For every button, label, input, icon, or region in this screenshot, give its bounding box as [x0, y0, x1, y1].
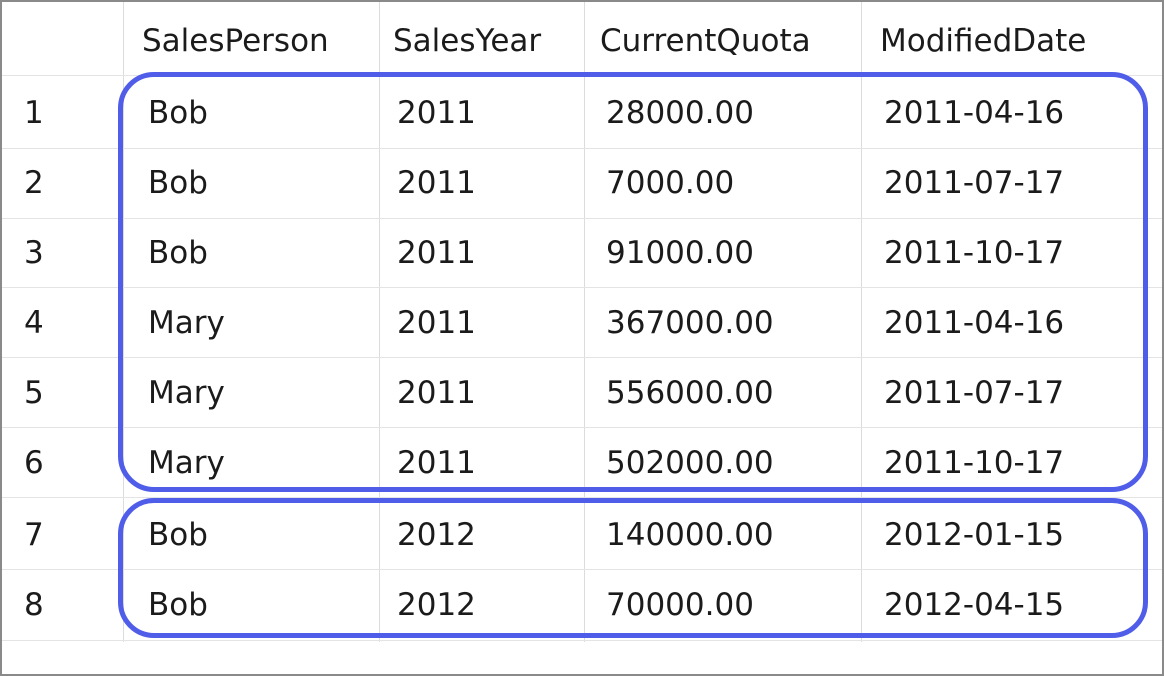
cell-currentquota[interactable]: 140000.00 — [606, 517, 774, 553]
cell-currentquota[interactable]: 91000.00 — [606, 235, 754, 271]
cell-modifieddate[interactable]: 2011-07-17 — [884, 375, 1065, 411]
cell-modifieddate[interactable]: 2011-04-16 — [884, 305, 1065, 341]
header-row: SalesPerson SalesYear CurrentQuota Modif… — [2, 2, 1162, 69]
row-separator — [2, 148, 1162, 149]
table-row[interactable]: 8 Bob 2012 70000.00 2012-04-15 — [2, 572, 1162, 639]
cell-salesyear[interactable]: 2011 — [397, 235, 476, 271]
row-separator — [2, 218, 1162, 219]
cell-salesperson[interactable]: Bob — [148, 95, 208, 131]
table-row[interactable]: 6 Mary 2011 502000.00 2011-10-17 — [2, 430, 1162, 497]
row-number: 8 — [24, 587, 44, 623]
highlight-outline-2012 — [118, 498, 1148, 638]
table-row[interactable]: 7 Bob 2012 140000.00 2012-01-15 — [2, 502, 1162, 569]
cell-modifieddate[interactable]: 2012-04-15 — [884, 587, 1065, 623]
row-number: 7 — [24, 517, 44, 553]
table-row[interactable]: 3 Bob 2011 91000.00 2011-10-17 — [2, 220, 1162, 287]
header-salesyear[interactable]: SalesYear — [393, 23, 542, 59]
cell-modifieddate[interactable]: 2012-01-15 — [884, 517, 1065, 553]
column-separator — [584, 2, 585, 642]
table-row[interactable]: 5 Mary 2011 556000.00 2011-07-17 — [2, 360, 1162, 427]
cell-salesyear[interactable]: 2011 — [397, 95, 476, 131]
row-number: 4 — [24, 305, 44, 341]
cell-modifieddate[interactable]: 2011-10-17 — [884, 235, 1065, 271]
cell-salesperson[interactable]: Mary — [148, 445, 225, 481]
cell-salesyear[interactable]: 2011 — [397, 445, 476, 481]
cell-currentquota[interactable]: 367000.00 — [606, 305, 774, 341]
cell-salesperson[interactable]: Bob — [148, 517, 208, 553]
cell-salesyear[interactable]: 2011 — [397, 165, 476, 201]
cell-salesperson[interactable]: Mary — [148, 305, 225, 341]
row-separator — [2, 287, 1162, 288]
row-number: 5 — [24, 375, 44, 411]
row-number: 6 — [24, 445, 44, 481]
cell-salesyear[interactable]: 2011 — [397, 305, 476, 341]
column-separator — [861, 2, 862, 642]
header-currentquota[interactable]: CurrentQuota — [600, 23, 811, 59]
cell-modifieddate[interactable]: 2011-07-17 — [884, 165, 1065, 201]
cell-currentquota[interactable]: 556000.00 — [606, 375, 774, 411]
table-row[interactable]: 2 Bob 2011 7000.00 2011-07-17 — [2, 150, 1162, 217]
cell-salesyear[interactable]: 2012 — [397, 587, 476, 623]
row-separator — [2, 497, 1162, 498]
cell-currentquota[interactable]: 502000.00 — [606, 445, 774, 481]
cell-currentquota[interactable]: 70000.00 — [606, 587, 754, 623]
results-grid: SalesPerson SalesYear CurrentQuota Modif… — [2, 2, 1162, 642]
cell-modifieddate[interactable]: 2011-04-16 — [884, 95, 1065, 131]
cell-salesperson[interactable]: Bob — [148, 587, 208, 623]
header-modifieddate[interactable]: ModifiedDate — [880, 23, 1087, 59]
cell-modifieddate[interactable]: 2011-10-17 — [884, 445, 1065, 481]
column-separator — [123, 2, 124, 642]
row-separator — [2, 357, 1162, 358]
row-separator — [2, 427, 1162, 428]
cell-salesperson[interactable]: Mary — [148, 375, 225, 411]
highlight-outline-2011 — [118, 72, 1148, 492]
row-separator — [2, 569, 1162, 570]
header-salesperson[interactable]: SalesPerson — [142, 23, 329, 59]
row-separator — [2, 640, 1162, 641]
cell-currentquota[interactable]: 28000.00 — [606, 95, 754, 131]
column-separator — [379, 2, 380, 642]
row-number: 2 — [24, 165, 44, 201]
cell-currentquota[interactable]: 7000.00 — [606, 165, 735, 201]
cell-salesperson[interactable]: Bob — [148, 165, 208, 201]
cell-salesyear[interactable]: 2012 — [397, 517, 476, 553]
table-row[interactable]: 4 Mary 2011 367000.00 2011-04-16 — [2, 290, 1162, 357]
cell-salesperson[interactable]: Bob — [148, 235, 208, 271]
row-number: 1 — [24, 95, 44, 131]
cell-salesyear[interactable]: 2011 — [397, 375, 476, 411]
row-number: 3 — [24, 235, 44, 271]
table-row[interactable]: 1 Bob 2011 28000.00 2011-04-16 — [2, 80, 1162, 147]
